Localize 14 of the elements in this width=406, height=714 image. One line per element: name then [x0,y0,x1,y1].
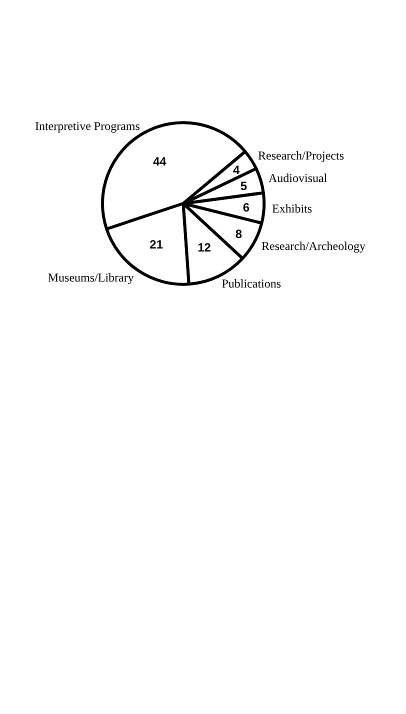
slice-label: Interpretive Programs [34,118,140,133]
slice-label: Exhibits [272,201,312,216]
data-label: 4 [232,162,240,177]
slice-label: Research/Archeology [261,238,366,253]
slice-label: Research/Projects [258,148,344,162]
slice-label: Audiovisual [268,171,328,186]
slice-label: Museums/Library [48,270,134,284]
data-label: 8 [235,226,242,241]
slice-label: Publications [222,276,282,291]
data-label: 5 [240,178,248,193]
data-label: 21 [150,237,164,252]
data-label: 12 [198,240,212,255]
data-label: 44 [152,154,167,169]
data-label: 6 [242,200,250,215]
